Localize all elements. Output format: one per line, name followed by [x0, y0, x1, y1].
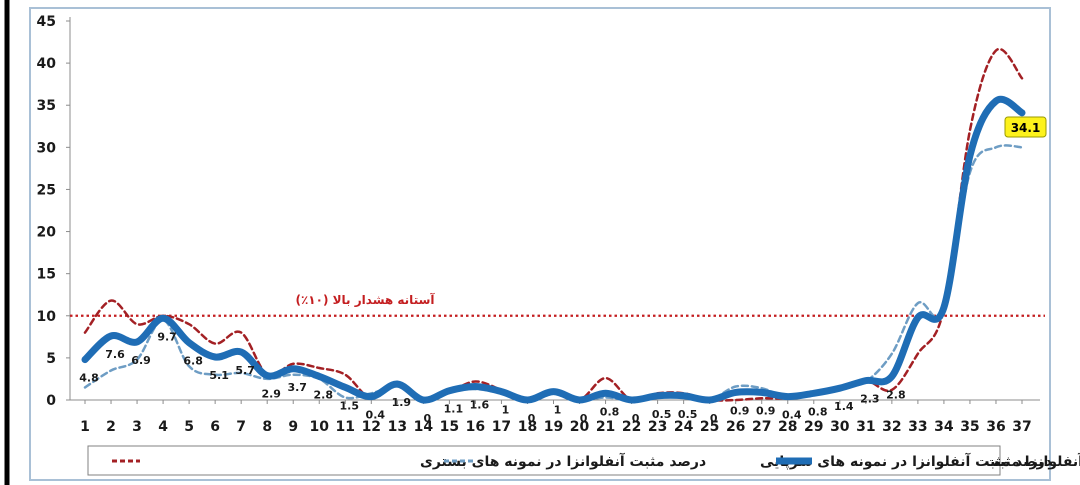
data-label: 2.8 [314, 388, 334, 401]
data-label: 6.8 [183, 355, 203, 368]
y-tick-label: 15 [37, 267, 56, 283]
data-label: 4.8 [79, 372, 99, 385]
data-label: 7.6 [105, 348, 125, 361]
x-axis: 1 2 3 4 5 6 7 8 9 10 11 12 13 14 15 16 17 18 19 20 21 22 23 24 2… [70, 399, 1040, 435]
threshold-label: آستانه هشدار بالا (۱۰٪) [295, 292, 435, 307]
highlight-value: 34.1 [1011, 121, 1041, 135]
x-tick-label: 8 [262, 419, 272, 435]
y-tick-label: 5 [46, 351, 56, 367]
data-label: 0 [528, 412, 536, 425]
x-tick-label: 1 [80, 419, 90, 435]
data-label: 2.3 [860, 393, 880, 406]
x-tick-label: 6 [210, 419, 220, 435]
data-label: 1 [554, 404, 562, 417]
x-tick-label: 37 [1012, 419, 1031, 435]
legend-item-outpatient: درصد مثبت آنفلوانزا در نمونه های سرپایی [444, 452, 1052, 470]
y-tick-label: 40 [37, 56, 57, 72]
x-tick-label: 24 [674, 419, 694, 435]
x-tick-label: 25 [700, 419, 719, 435]
data-label: 9.7 [157, 330, 177, 343]
y-tick-label: 30 [37, 140, 57, 156]
x-tick-label: 15 [440, 419, 459, 435]
data-label: 5.1 [209, 369, 229, 382]
x-tick-label: 14 [414, 419, 434, 435]
series-line-inpatient [83, 47, 1024, 402]
x-tick-label: 11 [336, 419, 355, 435]
highlight-box [1004, 116, 1047, 138]
data-label: 5.7 [235, 364, 255, 377]
highlight-callout: 34.1 [1004, 116, 1047, 138]
x-tick-label: 19 [544, 419, 563, 435]
x-tick-label: 5 [184, 419, 194, 435]
x-tick-label: 31 [856, 419, 875, 435]
x-tick-label: 3 [132, 419, 142, 435]
y-tick-label: 25 [37, 182, 56, 198]
x-tick-label: 30 [830, 419, 850, 435]
data-label: 1 [502, 404, 510, 417]
legend-label-inpatient: درصد مثبت آنفلوانزا در نمونه های بستری [420, 452, 706, 470]
x-tick-label: 9 [288, 419, 298, 435]
data-label: 0.9 [730, 404, 750, 417]
data-label: 2.9 [261, 388, 281, 401]
x-tick-label: 13 [388, 419, 407, 435]
x-tick-label: 26 [726, 419, 745, 435]
data-label: 1.4 [834, 400, 854, 413]
x-tick-label: 36 [986, 419, 1005, 435]
x-tick-label: 34 [934, 419, 954, 435]
data-label: 0.9 [756, 404, 776, 417]
x-tick-label: 12 [362, 419, 381, 435]
data-label: 0 [424, 412, 432, 425]
chart-border [29, 7, 1051, 481]
x-tick-label: 33 [908, 419, 927, 435]
x-tick-label: 35 [960, 419, 979, 435]
data-label: 1.6 [470, 399, 490, 412]
x-tick-label: 21 [596, 419, 615, 435]
data-label: 0.4 [366, 409, 386, 422]
data-label: 0.8 [600, 405, 620, 418]
data-label: 1.5 [340, 399, 360, 412]
y-tick-label: 10 [37, 309, 57, 325]
series-layer [81, 47, 1026, 404]
legend-item-inpatient: درصد مثبت آنفلوانزا در نمونه های بستری [112, 452, 706, 470]
x-tick-label: 4 [158, 419, 168, 435]
data-label: 0.5 [678, 408, 698, 421]
x-tick-label: 29 [804, 419, 823, 435]
data-label: 1.9 [392, 396, 412, 409]
x-tick-label: 2 [106, 419, 116, 435]
y-tick-label: 35 [37, 98, 56, 114]
legend-label-outpatient: درصد مثبت آنفلوانزا در نمونه های سرپایی [760, 452, 1052, 470]
x-tick-label: 20 [570, 419, 590, 435]
x-tick-label: 17 [492, 419, 511, 435]
data-label: 0 [580, 412, 588, 425]
data-label: 1.1 [444, 403, 464, 416]
y-tick-label: 45 [37, 14, 56, 30]
y-tick-label: 0 [46, 393, 56, 409]
data-label: 3.7 [287, 381, 307, 394]
data-label: 0.4 [782, 409, 802, 422]
x-tick-label: 18 [518, 419, 537, 435]
data-label: 0.8 [808, 405, 828, 418]
x-tick-label: 16 [466, 419, 485, 435]
x-tick-label: 22 [622, 419, 641, 435]
x-tick-label: 23 [648, 419, 667, 435]
y-axis: 0 5 10 15 20 25 30 35 40 45 [37, 14, 71, 409]
x-tick-label: 7 [236, 419, 246, 435]
x-tick-label: 10 [310, 419, 330, 435]
data-label: 0 [710, 412, 718, 425]
x-tick-label: 28 [778, 419, 797, 435]
legend-box [87, 445, 1001, 476]
y-tick-label: 20 [37, 225, 57, 241]
x-tick-label: 32 [882, 419, 901, 435]
legend-label-average: میانگین آنفلوانزا مثبت [985, 452, 1080, 470]
data-label: 6.9 [131, 354, 151, 367]
data-label: 0 [632, 412, 640, 425]
data-label: 2.8 [886, 388, 906, 401]
legend-item-average: میانگین آنفلوانزا مثبت [776, 452, 1080, 470]
data-label: 0.5 [652, 408, 672, 421]
series-line-average [81, 95, 1026, 404]
x-tick-label: 27 [752, 419, 771, 435]
